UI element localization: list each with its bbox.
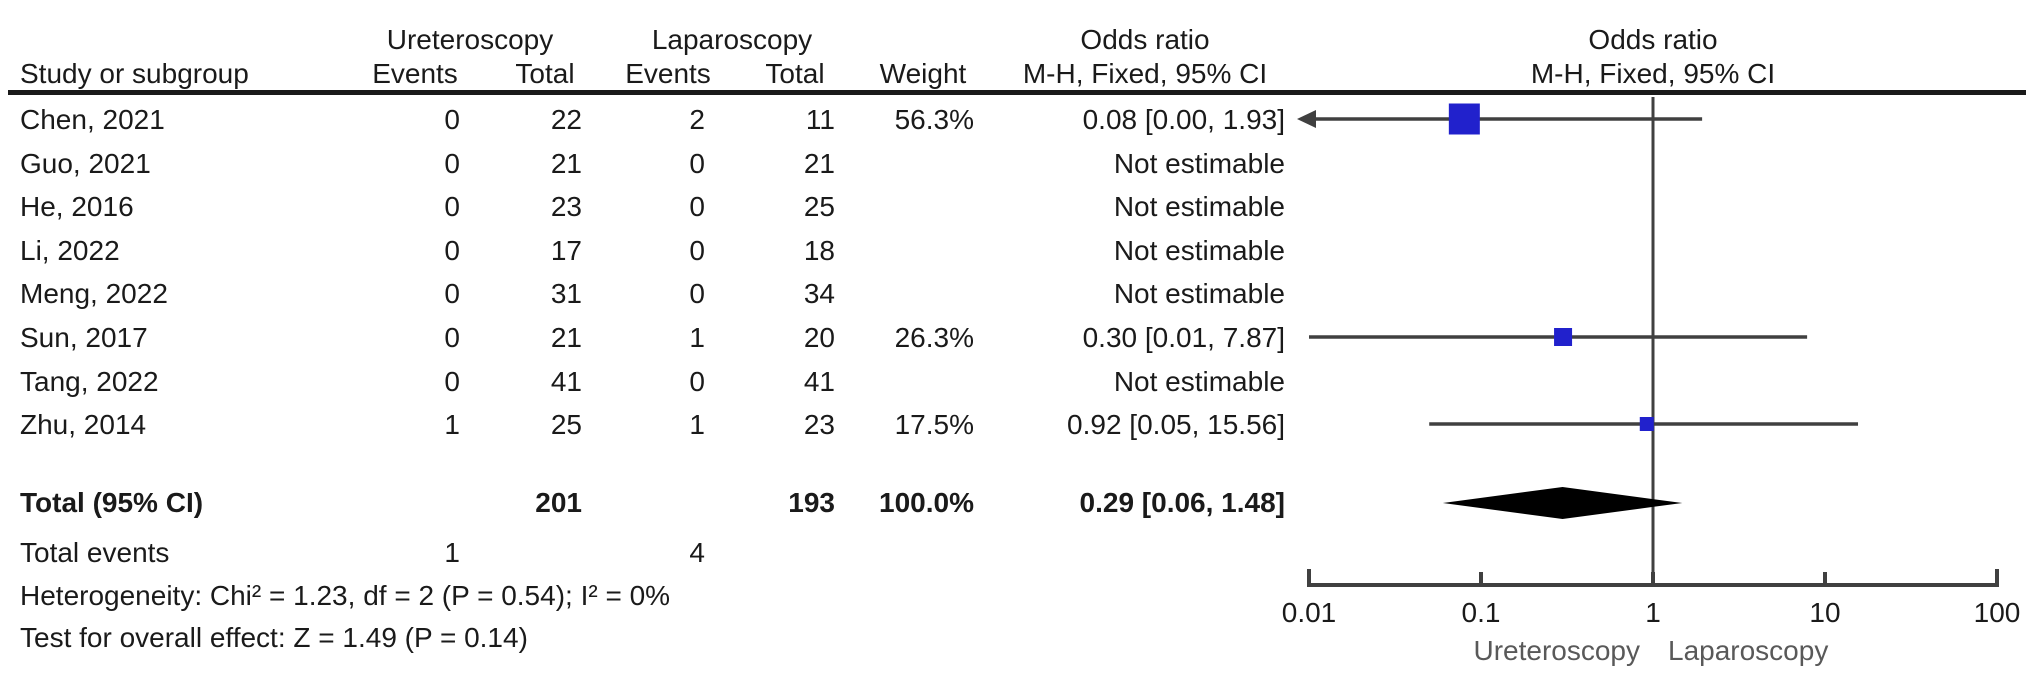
study-total2: 34 [803,278,835,309]
study-name: Guo, 2021 [20,148,151,179]
study-events1: 0 [444,366,460,397]
favours-right-label: Laparoscopy [1668,635,1828,666]
study-or-ci: 0.92 [0.05, 15.56] [1067,409,1285,440]
study-total1: 17 [550,235,582,266]
total-total2: 193 [788,487,835,518]
or-subtitle-text: M-H, Fixed, 95% CI [1022,58,1268,89]
study-events2: 0 [689,191,705,222]
study-events1: 0 [444,235,460,266]
header-rule [8,90,2026,95]
total2-col-header: Total [765,58,825,89]
axis-tick-label: 0.01 [1282,597,1337,628]
study-events2: 0 [689,235,705,266]
study-events2: 2 [689,104,705,135]
study-total1: 21 [550,322,582,353]
study-weight: 26.3% [894,322,974,353]
study-events2: 0 [689,148,705,179]
study-events2: 0 [689,278,705,309]
study-col-header: Study or subgroup [20,58,249,89]
axis-tick-label: 1 [1645,597,1661,628]
total-events-group2: 4 [689,537,705,568]
study-or-ci: Not estimable [1113,235,1285,266]
events2-col-header: Events [625,58,711,89]
study-or-ci: Not estimable [1113,191,1285,222]
study-total1: 31 [550,278,582,309]
study-total1: 23 [550,191,582,222]
study-name: Li, 2022 [20,235,120,266]
effect-square [1639,417,1654,431]
study-events2: 1 [689,409,705,440]
study-total1: 41 [550,366,582,397]
study-total2: 41 [803,366,835,397]
or-subtitle-plot: M-H, Fixed, 95% CI [1530,58,1776,89]
study-name: Tang, 2022 [20,366,159,397]
study-name: Chen, 2021 [20,104,165,135]
ci-arrow-left [1297,110,1316,128]
total-total1: 201 [535,487,582,518]
study-events2: 0 [689,366,705,397]
study-total2: 25 [803,191,835,222]
total-label: Total (95% CI) [20,487,204,518]
effect-square [1554,328,1573,346]
study-events2: 1 [689,322,705,353]
overall-effect-line: Test for overall effect: Z = 1.49 (P = 0… [20,622,528,653]
study-or-ci: Not estimable [1113,366,1285,397]
study-events1: 0 [444,148,460,179]
heterogeneity-line: Heterogeneity: Chi² = 1.23, df = 2 (P = … [20,580,671,611]
study-weight: 17.5% [894,409,974,440]
weight-col-header: Weight [879,58,967,89]
study-weight: 56.3% [894,104,974,135]
study-total1: 22 [550,104,582,135]
total-or-ci: 0.29 [0.06, 1.48] [1079,487,1285,518]
study-events1: 0 [444,191,460,222]
study-or-ci: 0.30 [0.01, 7.87] [1082,322,1285,353]
study-name: Sun, 2017 [20,322,148,353]
favours-left-label: Ureteroscopy [1473,635,1640,666]
group1-header: Ureteroscopy [386,24,554,55]
study-events1: 1 [444,409,460,440]
effect-square [1448,103,1480,135]
study-name: Zhu, 2014 [20,409,147,440]
axis-tick-label: 100 [1974,597,2021,628]
axis-tick-label: 0.1 [1462,597,1501,628]
study-events1: 0 [444,322,460,353]
study-total2: 21 [803,148,835,179]
study-or-ci: 0.08 [0.00, 1.93] [1082,104,1285,135]
study-total2: 23 [803,409,835,440]
study-total1: 21 [550,148,582,179]
study-total2: 11 [805,104,835,135]
axis-tick-label: 10 [1809,597,1840,628]
pooled-diamond [1442,487,1683,519]
study-events1: 0 [444,104,460,135]
or-title-text: Odds ratio [1080,24,1210,55]
study-total2: 20 [803,322,835,353]
study-total1: 25 [550,409,582,440]
total-weight: 100.0% [879,487,974,518]
group2-header: Laparoscopy [651,24,813,55]
study-or-ci: Not estimable [1113,148,1285,179]
or-title-plot: Odds ratio [1588,24,1718,55]
study-total2: 18 [803,235,835,266]
events1-col-header: Events [372,58,458,89]
total1-col-header: Total [515,58,575,89]
study-events1: 0 [444,278,460,309]
study-name: He, 2016 [20,191,134,222]
total-events-label: Total events [20,537,170,568]
total-events-group1: 1 [444,537,460,568]
study-or-ci: Not estimable [1113,278,1285,309]
study-name: Meng, 2022 [20,278,168,309]
